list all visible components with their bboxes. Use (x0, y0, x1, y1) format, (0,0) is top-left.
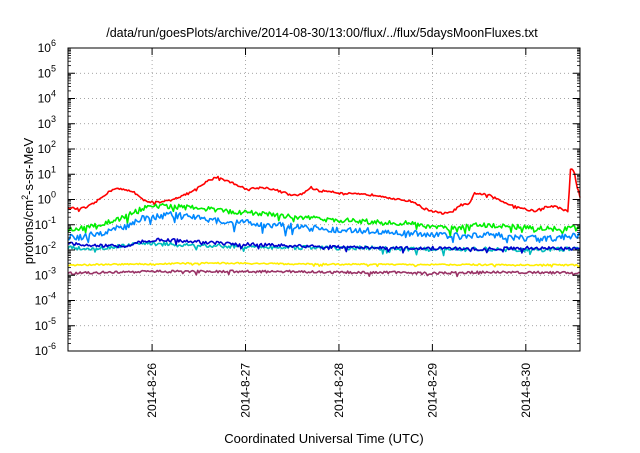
series-line (67, 203, 581, 237)
x-tick-label: 2014-8-27 (239, 363, 253, 418)
series-line (67, 168, 581, 215)
y-tick-label: 10-6 (35, 341, 56, 358)
y-tick-label: 105 (38, 63, 56, 80)
y-tick-label: 10-5 (35, 316, 56, 333)
x-tick-label: 2014-8-29 (425, 363, 439, 418)
tick-labels: 10-6 10-5 10-4 10-3 10-2 10-1 100 101 102 103 104 1… (35, 38, 533, 418)
y-tick-label: 102 (38, 139, 56, 156)
y-tick-label: 106 (38, 38, 56, 55)
series-line (67, 261, 581, 269)
y-tick-label: 100 (38, 190, 56, 207)
series-line (67, 237, 581, 254)
y-tick-label: 10-1 (35, 215, 56, 232)
chart-title: /data/run/goesPlots/archive/2014-08-30/1… (106, 26, 538, 40)
y-tick-label: 10-4 (35, 291, 56, 308)
x-axis-title: Coordinated Universal Time (UTC) (224, 431, 423, 446)
y-tick-label: 104 (38, 89, 56, 106)
grid (68, 48, 580, 351)
x-tick-label: 2014-8-28 (332, 363, 346, 418)
series-lines (67, 168, 581, 278)
axis-ticks (68, 47, 580, 352)
x-tick-label: 2014-8-30 (519, 363, 533, 418)
y-tick-label: 10-3 (35, 265, 56, 282)
y-axis-title: protons/cm2-s-sr-MeV (20, 137, 36, 264)
y-tick-label: 10-2 (35, 240, 56, 257)
y-tick-label: 103 (38, 114, 56, 131)
x-tick-label: 2014-8-26 (145, 363, 159, 418)
y-tick-label: 101 (38, 164, 56, 181)
series-line (67, 211, 581, 244)
series-line (67, 269, 581, 278)
